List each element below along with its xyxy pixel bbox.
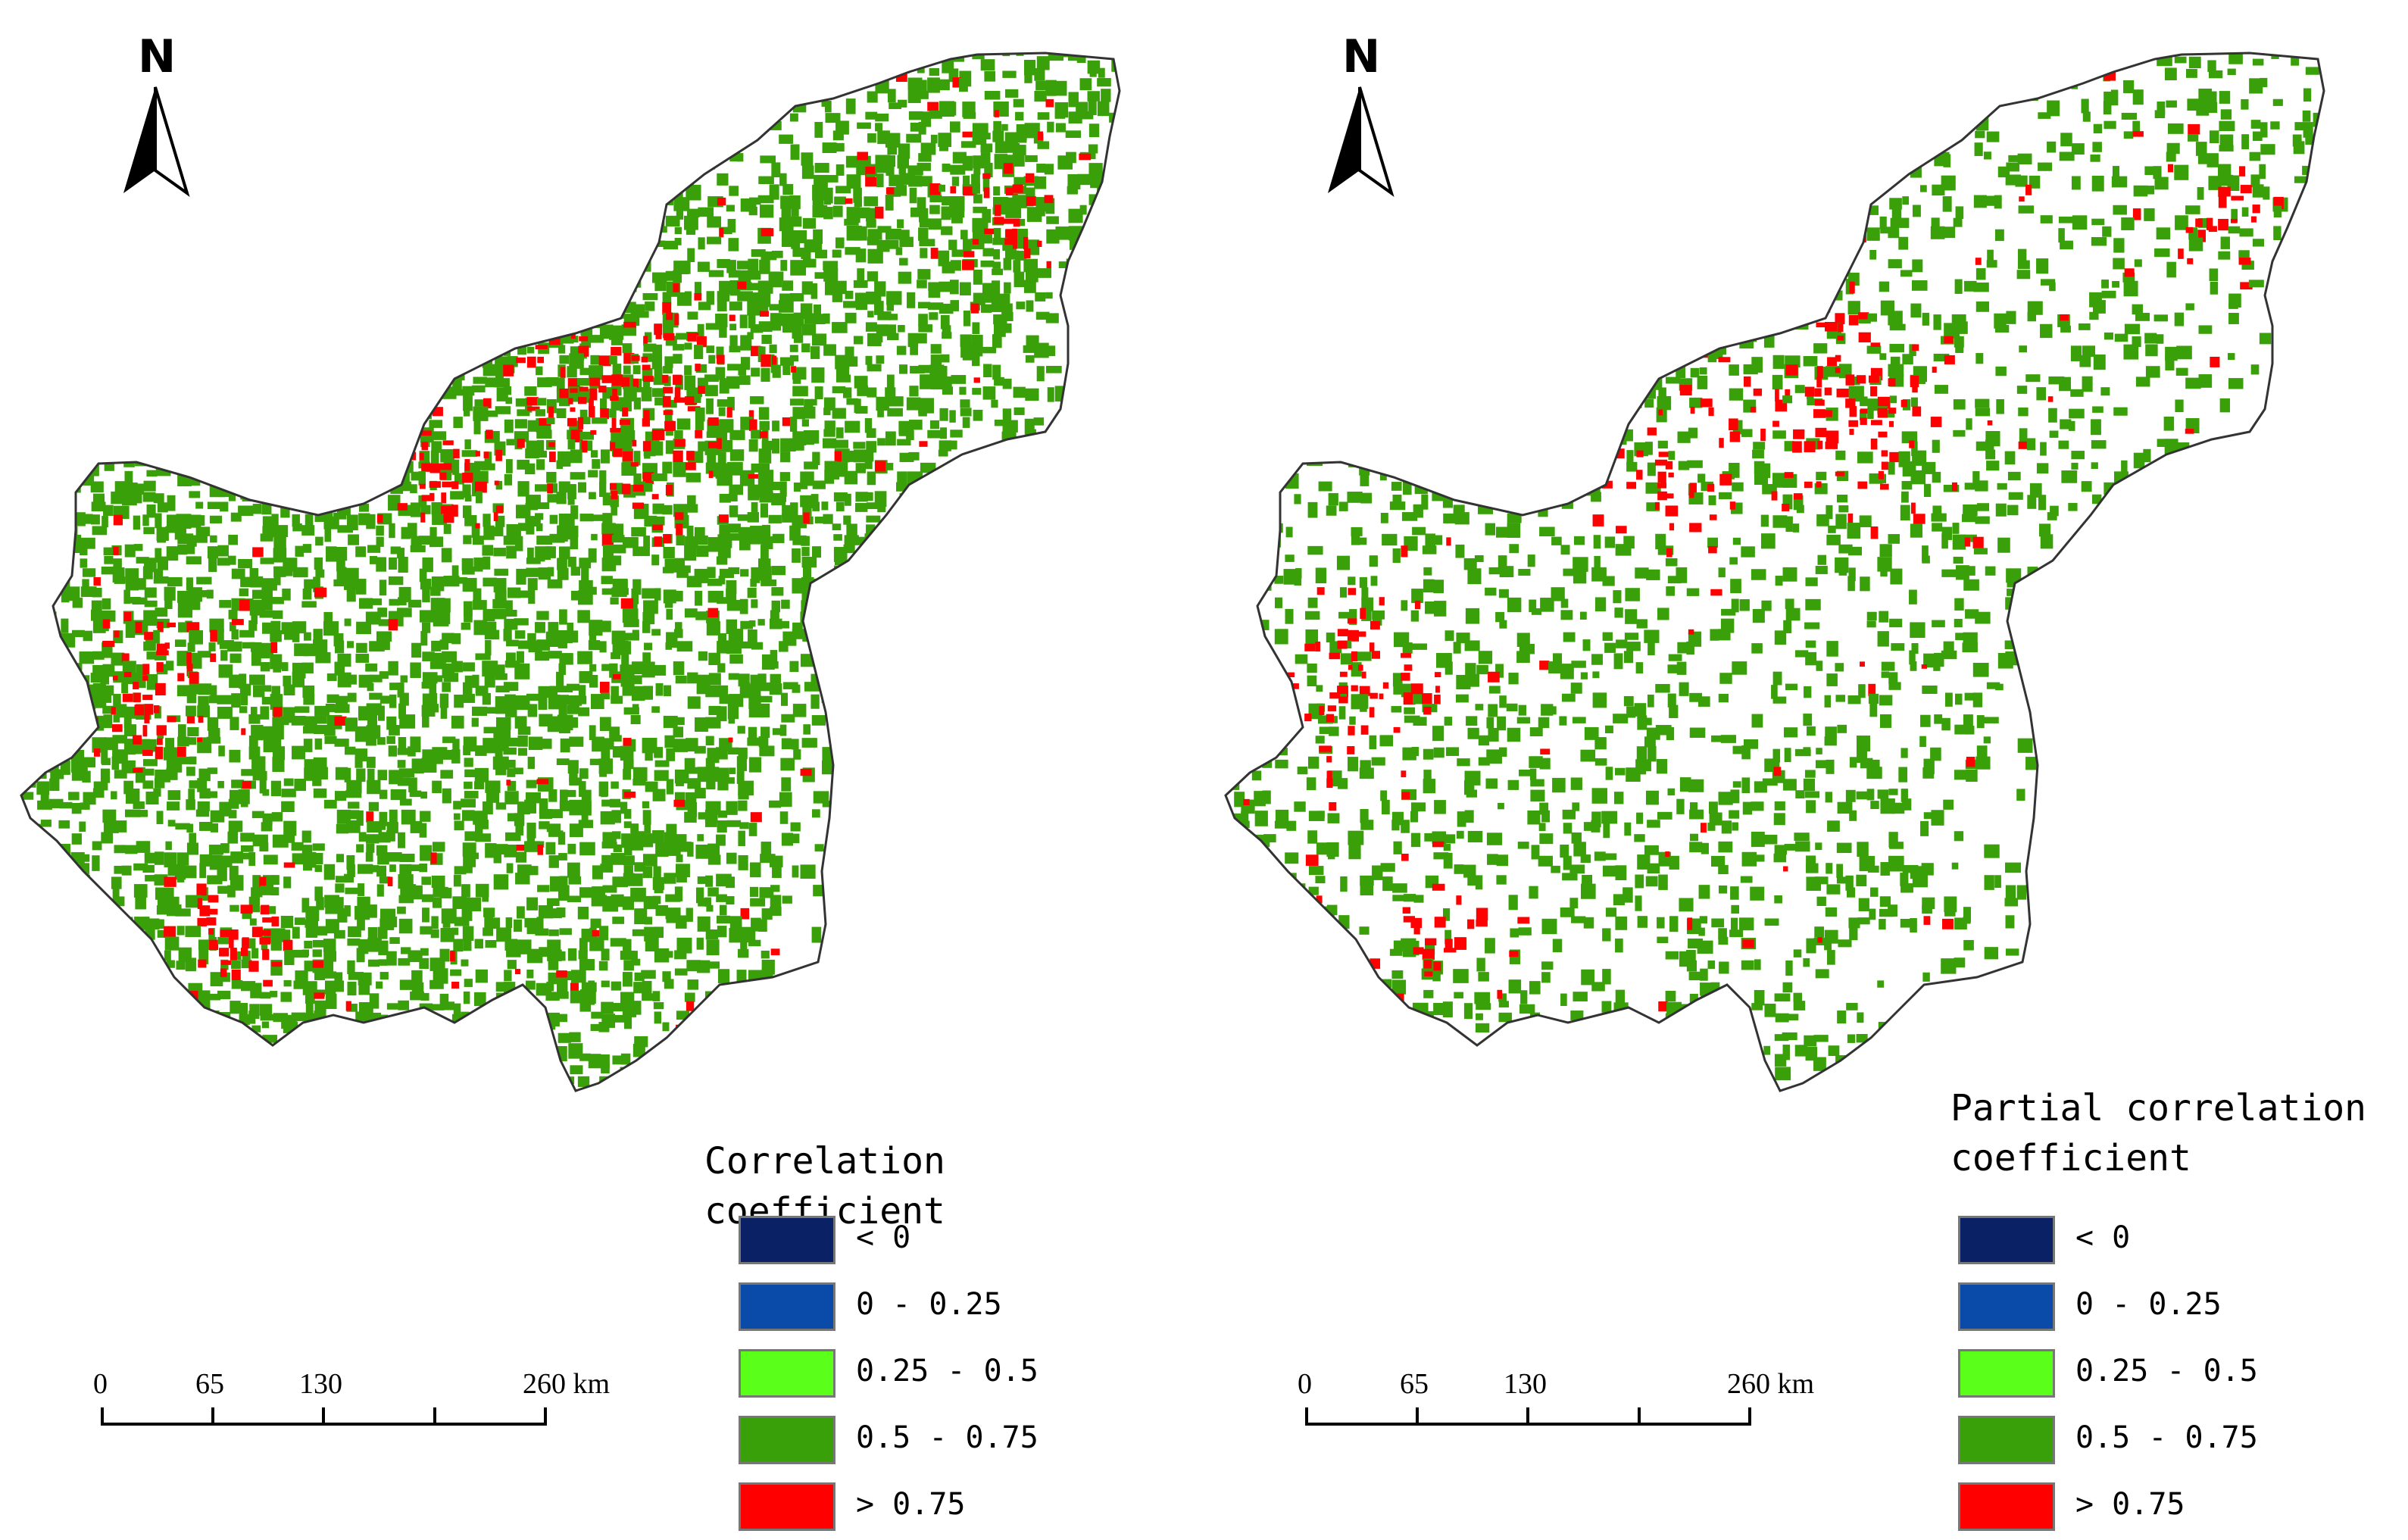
north-label: N — [1342, 30, 1381, 83]
scale-label-65: 65 — [195, 1368, 224, 1400]
legend-title-line: Partial correlation — [1950, 1087, 2367, 1129]
legend-swatch — [739, 1416, 835, 1464]
legend-swatch — [739, 1216, 835, 1264]
scale-bar — [1305, 1407, 1751, 1426]
region-boundary — [1224, 52, 2325, 1092]
correlation-raster — [21, 53, 1120, 1091]
partial-correlation-raster — [1226, 53, 2324, 1091]
legend-swatch — [1958, 1349, 2055, 1398]
region-boundary — [20, 52, 1121, 1092]
legend-label: > 0.75 — [2075, 1487, 2185, 1522]
scale-label-130: 130 — [299, 1368, 342, 1400]
legend-swatch — [739, 1482, 835, 1531]
legend-swatch — [1958, 1482, 2055, 1531]
north-arrow-icon — [123, 86, 190, 198]
partial-correlation-map-panel: N Partial correlation coefficient < 0 0 … — [1204, 0, 2408, 1540]
scale-label-260: 260 km — [1727, 1368, 1815, 1400]
legend-label: 0 - 0.25 — [2075, 1287, 2222, 1322]
legend-label: 0 - 0.25 — [856, 1287, 1002, 1322]
legend-title: Correlation coefficient — [704, 1136, 1204, 1236]
scale-bar — [101, 1407, 547, 1426]
legend-label: < 0 — [856, 1220, 911, 1255]
scale-label-260: 260 km — [523, 1368, 611, 1400]
legend-swatch — [739, 1349, 835, 1398]
legend-label: > 0.75 — [856, 1487, 966, 1522]
legend-swatch — [1958, 1216, 2055, 1264]
scale-label-130: 130 — [1504, 1368, 1547, 1400]
correlation-map — [20, 52, 1121, 1426]
scale-label-65: 65 — [1400, 1368, 1429, 1400]
legend-title-line: Correlation coefficient — [704, 1140, 945, 1232]
legend-swatch — [1958, 1282, 2055, 1331]
legend-label: 0.5 - 0.75 — [2075, 1420, 2258, 1455]
legend-swatch — [739, 1282, 835, 1331]
legend-label: 0.25 - 0.5 — [856, 1354, 1038, 1388]
legend-title: Partial correlation coefficient — [1950, 1083, 2366, 1183]
legend-label: 0.25 - 0.5 — [2075, 1354, 2258, 1388]
partial-correlation-map — [1224, 52, 2325, 1426]
scale-label-0: 0 — [1298, 1368, 1312, 1400]
north-arrow-icon — [1328, 86, 1395, 198]
legend-swatch — [1958, 1416, 2055, 1464]
legend-label: 0.5 - 0.75 — [856, 1420, 1038, 1455]
legend-title-line: coefficient — [1950, 1137, 2191, 1179]
north-label: N — [138, 30, 176, 83]
correlation-map-panel: N Correlation coefficient < 0 0 - 0.25 0… — [20, 30, 1204, 1531]
legend-label: < 0 — [2075, 1220, 2131, 1255]
scale-label-0: 0 — [93, 1368, 108, 1400]
